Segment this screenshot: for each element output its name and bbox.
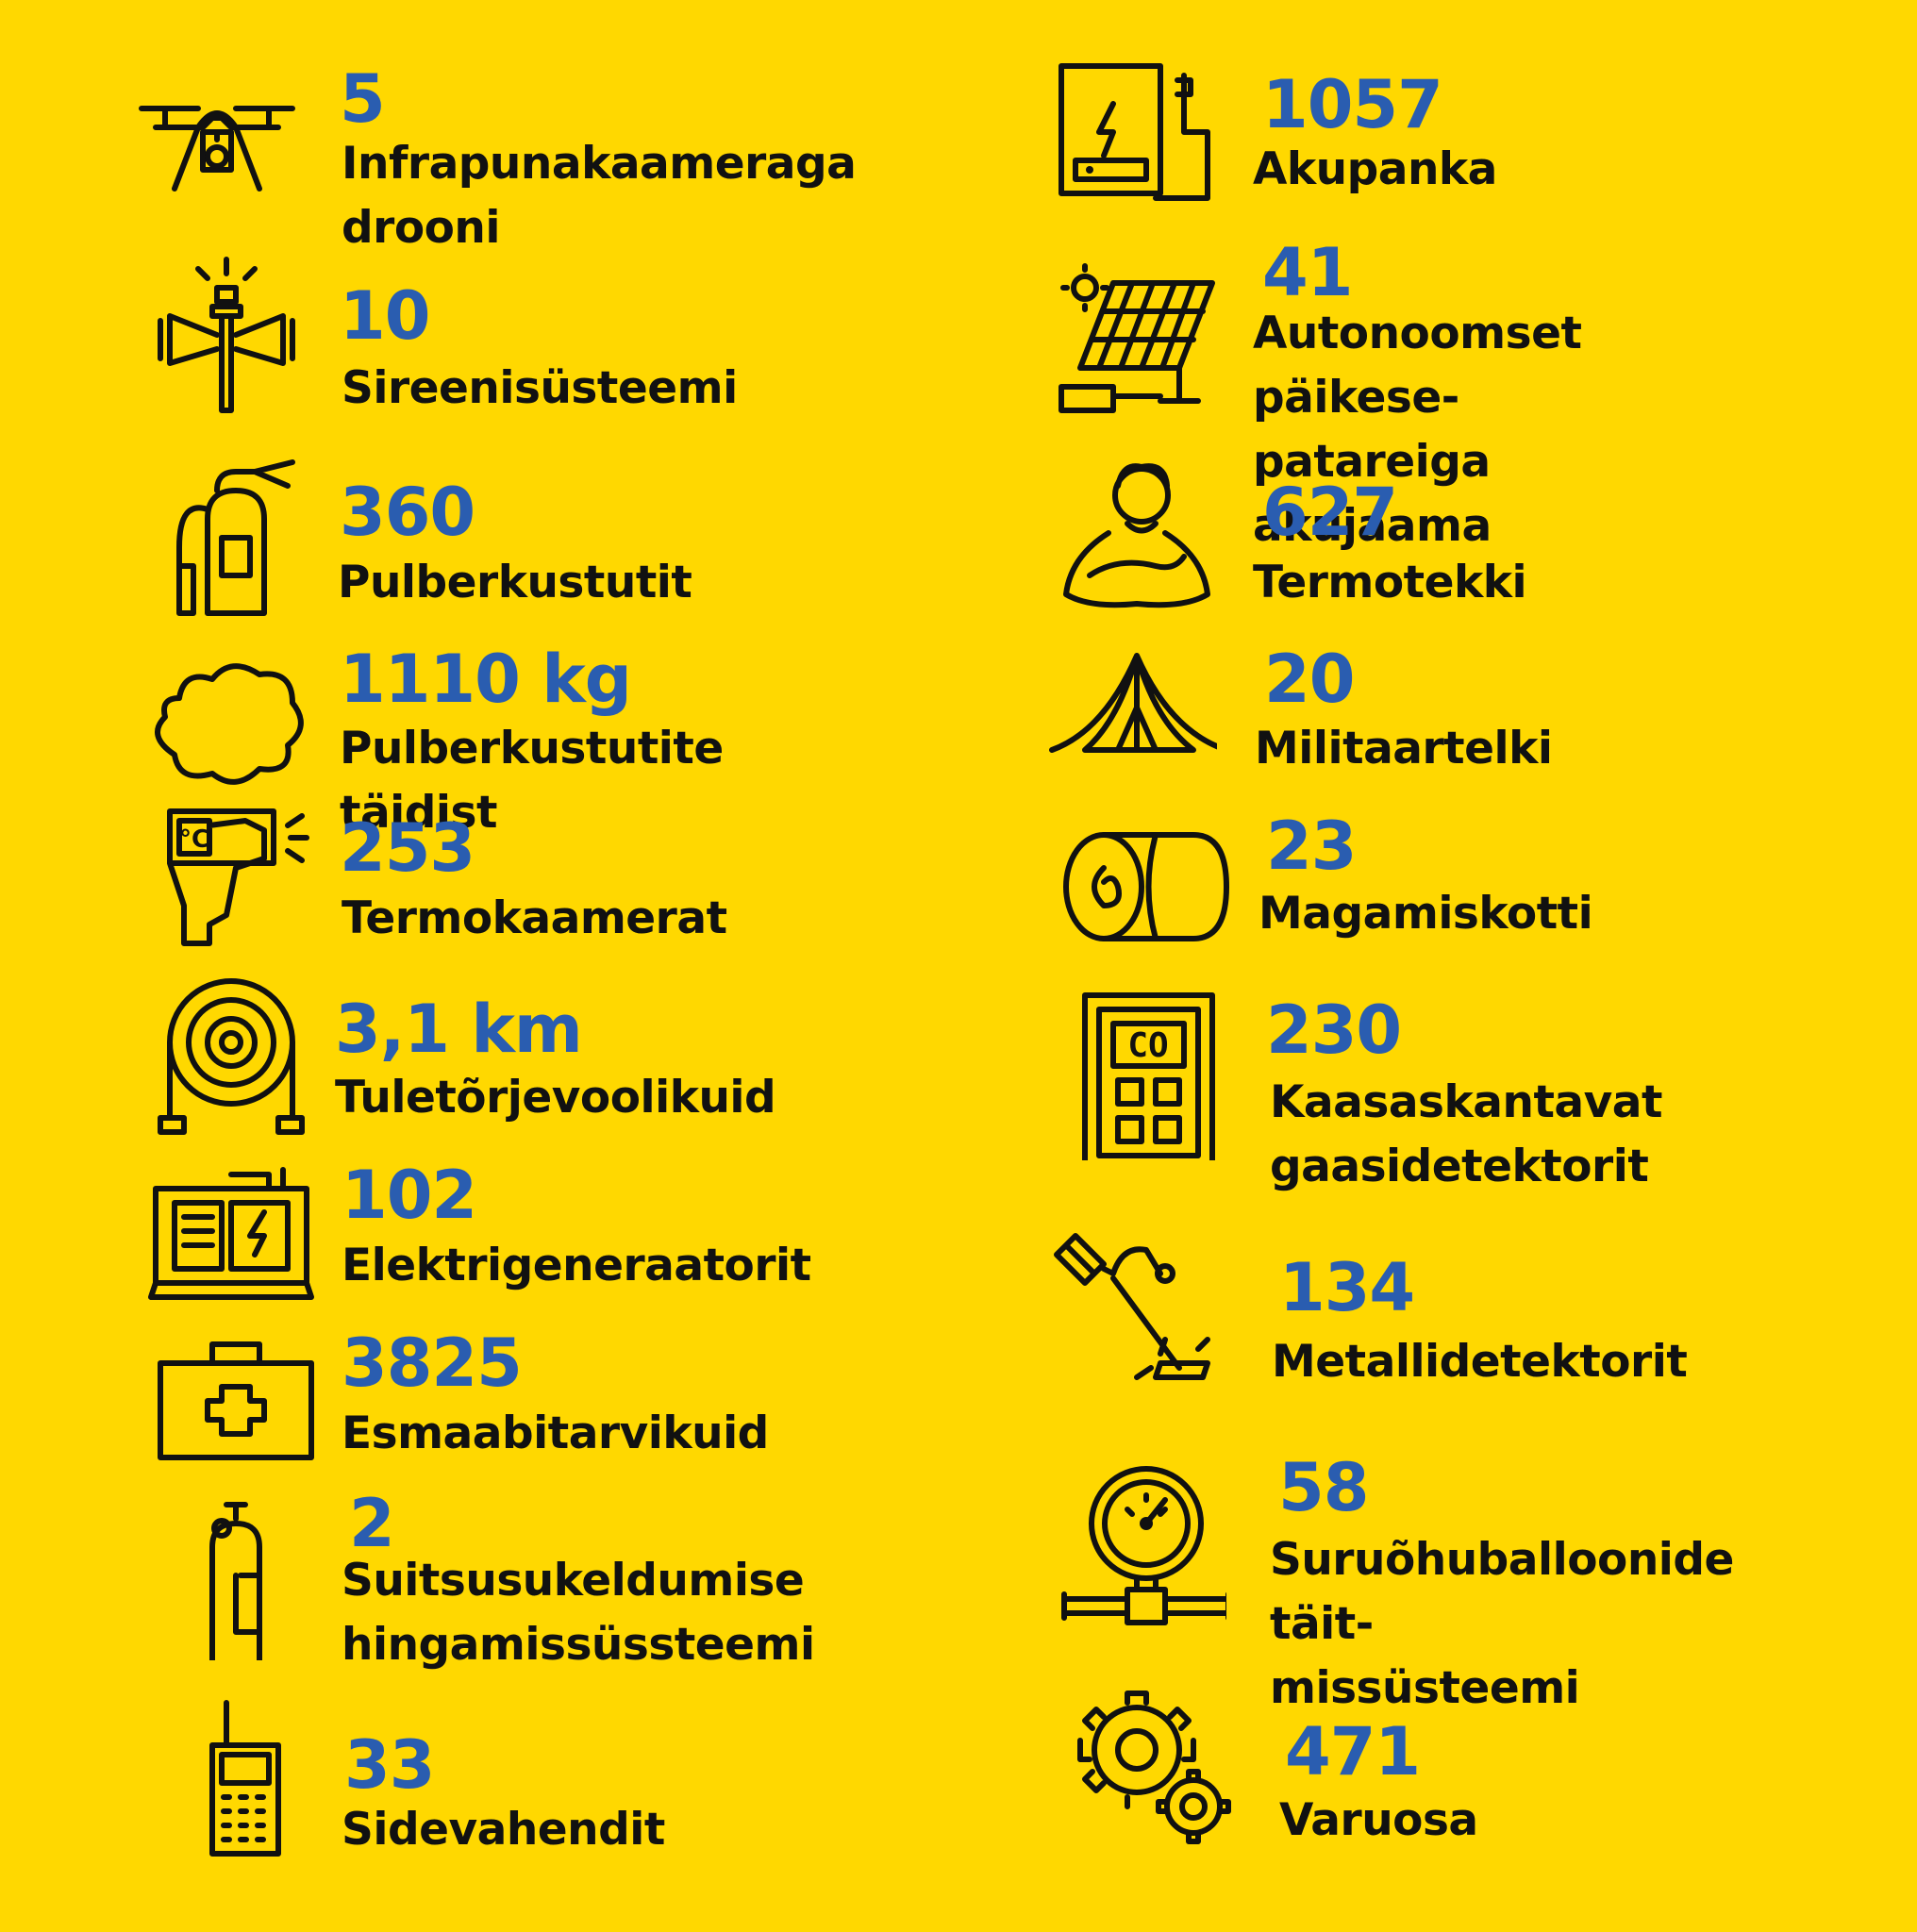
item-label: Suruõhuballoonide täit- missüsteemi bbox=[1270, 1534, 1734, 1714]
fire-hose-icon bbox=[146, 972, 316, 1141]
breathing-tank-icon bbox=[151, 1491, 321, 1660]
item-label: Militaartelki bbox=[1255, 723, 1553, 774]
thermal-camera-icon: °C bbox=[151, 802, 321, 972]
item-value: 5 bbox=[340, 60, 386, 138]
item-label: Esmaabitarvikuid bbox=[342, 1407, 769, 1459]
item-value: 230 bbox=[1266, 991, 1402, 1069]
item-value: 102 bbox=[342, 1157, 477, 1234]
item-label: Infrapunakaameraga drooni bbox=[342, 138, 857, 254]
powder-cloud-icon bbox=[142, 641, 311, 811]
item-label: Kaasaskantavat gaasidetektorit bbox=[1270, 1076, 1662, 1192]
metal-detector-icon bbox=[1047, 1226, 1217, 1396]
radio-icon bbox=[156, 1698, 325, 1868]
item-label: Sidevahendit bbox=[342, 1804, 665, 1856]
power-bank-icon bbox=[1057, 61, 1226, 231]
thermal-blanket-icon bbox=[1052, 453, 1222, 623]
item-label: Termokaamerat bbox=[342, 892, 727, 944]
item-value: 2 bbox=[349, 1485, 395, 1562]
sleeping-bag-icon bbox=[1061, 811, 1231, 981]
tent-icon bbox=[1047, 627, 1217, 797]
item-value: 3,1 km bbox=[335, 991, 583, 1068]
item-value: 471 bbox=[1285, 1713, 1421, 1790]
item-value: 33 bbox=[344, 1726, 435, 1804]
item-label: Pulberkustutit bbox=[338, 557, 692, 608]
item-value: 1110 kg bbox=[340, 641, 632, 718]
gears-icon bbox=[1075, 1689, 1245, 1858]
item-label: Magamiskotti bbox=[1259, 888, 1593, 940]
item-value: 360 bbox=[340, 474, 475, 551]
first-aid-kit-icon bbox=[151, 1321, 321, 1491]
fire-extinguisher-icon bbox=[151, 453, 321, 623]
drone-icon bbox=[132, 75, 302, 245]
item-label: Elektrigeneraatorit bbox=[342, 1240, 811, 1291]
item-value: 253 bbox=[340, 809, 475, 887]
svg-text:°C: °C bbox=[179, 825, 209, 854]
item-label: Suitsusukeldumise hingamissüssteemi bbox=[342, 1555, 815, 1671]
item-value: 10 bbox=[340, 277, 430, 355]
item-label: Varuosa bbox=[1279, 1794, 1478, 1846]
item-value: 134 bbox=[1279, 1249, 1415, 1326]
item-label: Metallidetektorit bbox=[1272, 1336, 1688, 1388]
item-label: Tuletõrjevoolikuid bbox=[335, 1072, 776, 1124]
pressure-gauge-icon bbox=[1057, 1462, 1226, 1632]
item-label: Termotekki bbox=[1253, 557, 1527, 608]
solar-panel-icon bbox=[1057, 255, 1226, 425]
item-value: 23 bbox=[1266, 808, 1357, 885]
item-label: Akupanka bbox=[1253, 143, 1497, 195]
item-value: 1057 bbox=[1262, 66, 1443, 143]
item-label: Sireenisüsteemi bbox=[342, 362, 738, 414]
item-value: 3825 bbox=[342, 1324, 523, 1402]
item-value: 41 bbox=[1262, 234, 1353, 311]
gas-detector-display-text: CO bbox=[1127, 1026, 1168, 1065]
item-value: 20 bbox=[1264, 641, 1355, 718]
gas-detector-icon: CO bbox=[1066, 991, 1236, 1160]
item-value: 58 bbox=[1278, 1449, 1369, 1526]
item-label: Autonoomset päikese- patareiga akujaama bbox=[1253, 308, 1582, 552]
siren-icon bbox=[142, 250, 311, 420]
generator-icon bbox=[146, 1151, 316, 1321]
item-value: 627 bbox=[1262, 474, 1398, 551]
item-label: Pulberkustutite täidist bbox=[340, 723, 724, 839]
